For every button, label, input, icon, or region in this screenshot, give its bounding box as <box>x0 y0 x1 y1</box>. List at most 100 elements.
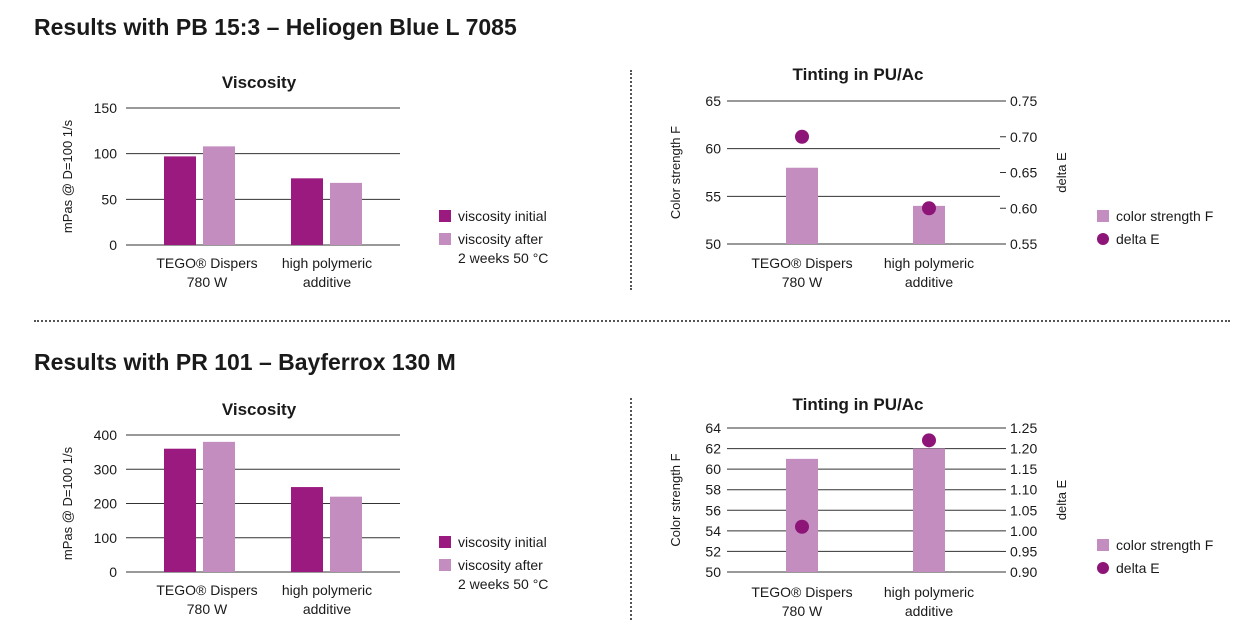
y2-axis-label: delta E <box>1054 479 1069 520</box>
legend-label: viscosity initial <box>458 208 547 224</box>
category-label: high polymeric <box>282 255 372 271</box>
category-label: high polymeric <box>884 584 974 600</box>
y-axis-label: mPas @ D=100 1/s <box>60 446 75 560</box>
y2-tick-label: 0.75 <box>1010 93 1037 109</box>
bar-viscosity-initial <box>291 178 323 245</box>
bar-color-strength <box>913 448 945 572</box>
y2-tick-label: 1.10 <box>1010 482 1037 498</box>
bar-viscosity-after <box>203 146 235 245</box>
category-label: TEGO® Dispers <box>751 584 852 600</box>
category-label: 780 W <box>782 603 823 619</box>
point-delta-e <box>922 201 936 216</box>
point-delta-e <box>922 433 936 448</box>
y-axis-label: mPas @ D=100 1/s <box>60 119 75 233</box>
y-tick-label: 50 <box>705 564 721 580</box>
y-tick-label: 0 <box>109 237 117 253</box>
category-label: 780 W <box>187 274 228 290</box>
legend-label: viscosity initial <box>458 534 547 550</box>
y2-tick-label: 0.95 <box>1010 543 1037 559</box>
bar-viscosity-after <box>330 496 362 572</box>
y-tick-label: 64 <box>705 420 721 436</box>
y2-tick-label: 0.90 <box>1010 564 1037 580</box>
legend-label: viscosity after <box>458 231 543 247</box>
point-delta-e <box>795 129 809 144</box>
y2-tick-label: 0.60 <box>1010 200 1037 216</box>
legend-swatch <box>439 210 451 222</box>
y2-tick-label: 1.05 <box>1010 502 1037 518</box>
y-tick-label: 65 <box>705 93 721 109</box>
y2-tick-label: 1.25 <box>1010 420 1037 436</box>
y2-tick-label: 1.15 <box>1010 461 1037 477</box>
category-label: additive <box>303 274 351 290</box>
category-label: additive <box>905 603 953 619</box>
legend-label: 2 weeks 50 °C <box>458 250 548 266</box>
bar-viscosity-after <box>330 182 362 245</box>
y-tick-label: 60 <box>705 141 721 157</box>
legend-swatch <box>1097 539 1109 551</box>
y2-tick-label: 1.20 <box>1010 441 1037 457</box>
y-tick-label: 60 <box>705 461 721 477</box>
y-tick-label: 0 <box>109 564 117 580</box>
vertical-divider <box>630 70 632 290</box>
legend-label: delta E <box>1116 560 1160 576</box>
y2-tick-label: 0.70 <box>1010 129 1037 145</box>
chart-title: Tinting in PU/Ac <box>793 65 924 84</box>
horizontal-divider <box>34 320 1230 322</box>
legend-label: color strength F <box>1116 537 1213 553</box>
section-title-pr101: Results with PR 101 – Bayferrox 130 M <box>34 349 456 375</box>
legend-label: color strength F <box>1116 208 1213 224</box>
y-tick-label: 50 <box>705 236 721 252</box>
point-delta-e <box>795 519 809 534</box>
y-tick-label: 56 <box>705 502 721 518</box>
y-tick-label: 100 <box>94 146 118 162</box>
y-tick-label: 400 <box>94 427 118 443</box>
legend-swatch <box>439 233 451 245</box>
y-tick-label: 50 <box>101 191 117 207</box>
bar-viscosity-initial <box>164 156 196 245</box>
legend-label: viscosity after <box>458 557 543 573</box>
category-label: additive <box>905 274 953 290</box>
y2-tick-label: 1.00 <box>1010 523 1037 539</box>
category-label: high polymeric <box>282 582 372 598</box>
chart-title: Tinting in PU/Ac <box>793 395 924 414</box>
y-tick-label: 150 <box>94 100 118 116</box>
legend-label: 2 weeks 50 °C <box>458 576 548 592</box>
bar-viscosity-after <box>203 441 235 572</box>
y-axis-label: Color strength F <box>668 126 683 219</box>
category-label: TEGO® Dispers <box>156 582 257 598</box>
y-tick-label: 55 <box>705 188 721 204</box>
chart-title: Viscosity <box>222 400 297 419</box>
category-label: high polymeric <box>884 255 974 271</box>
bar-viscosity-initial <box>164 448 196 572</box>
legend-swatch <box>439 559 451 571</box>
y2-tick-label: 0.65 <box>1010 165 1037 181</box>
y-axis-label: Color strength F <box>668 453 683 546</box>
y2-tick-label: 0.55 <box>1010 236 1037 252</box>
y-tick-label: 62 <box>705 441 721 457</box>
y-tick-label: 100 <box>94 530 118 546</box>
bar-color-strength <box>786 458 818 572</box>
y-tick-label: 54 <box>705 523 721 539</box>
legend-swatch <box>1097 210 1109 222</box>
y-tick-label: 200 <box>94 496 118 512</box>
category-label: 780 W <box>782 274 823 290</box>
y-tick-label: 58 <box>705 482 721 498</box>
category-label: TEGO® Dispers <box>751 255 852 271</box>
vertical-divider <box>630 398 632 620</box>
legend-label: delta E <box>1116 231 1160 247</box>
category-label: 780 W <box>187 601 228 617</box>
legend-swatch <box>439 536 451 548</box>
section-title-pb153: Results with PB 15:3 – Heliogen Blue L 7… <box>34 14 517 40</box>
y-tick-label: 52 <box>705 543 721 559</box>
bar-color-strength <box>786 167 818 244</box>
y2-axis-label: delta E <box>1054 152 1069 193</box>
category-label: additive <box>303 601 351 617</box>
legend-dot <box>1097 562 1109 574</box>
legend-dot <box>1097 233 1109 245</box>
y-tick-label: 300 <box>94 461 118 477</box>
category-label: TEGO® Dispers <box>156 255 257 271</box>
